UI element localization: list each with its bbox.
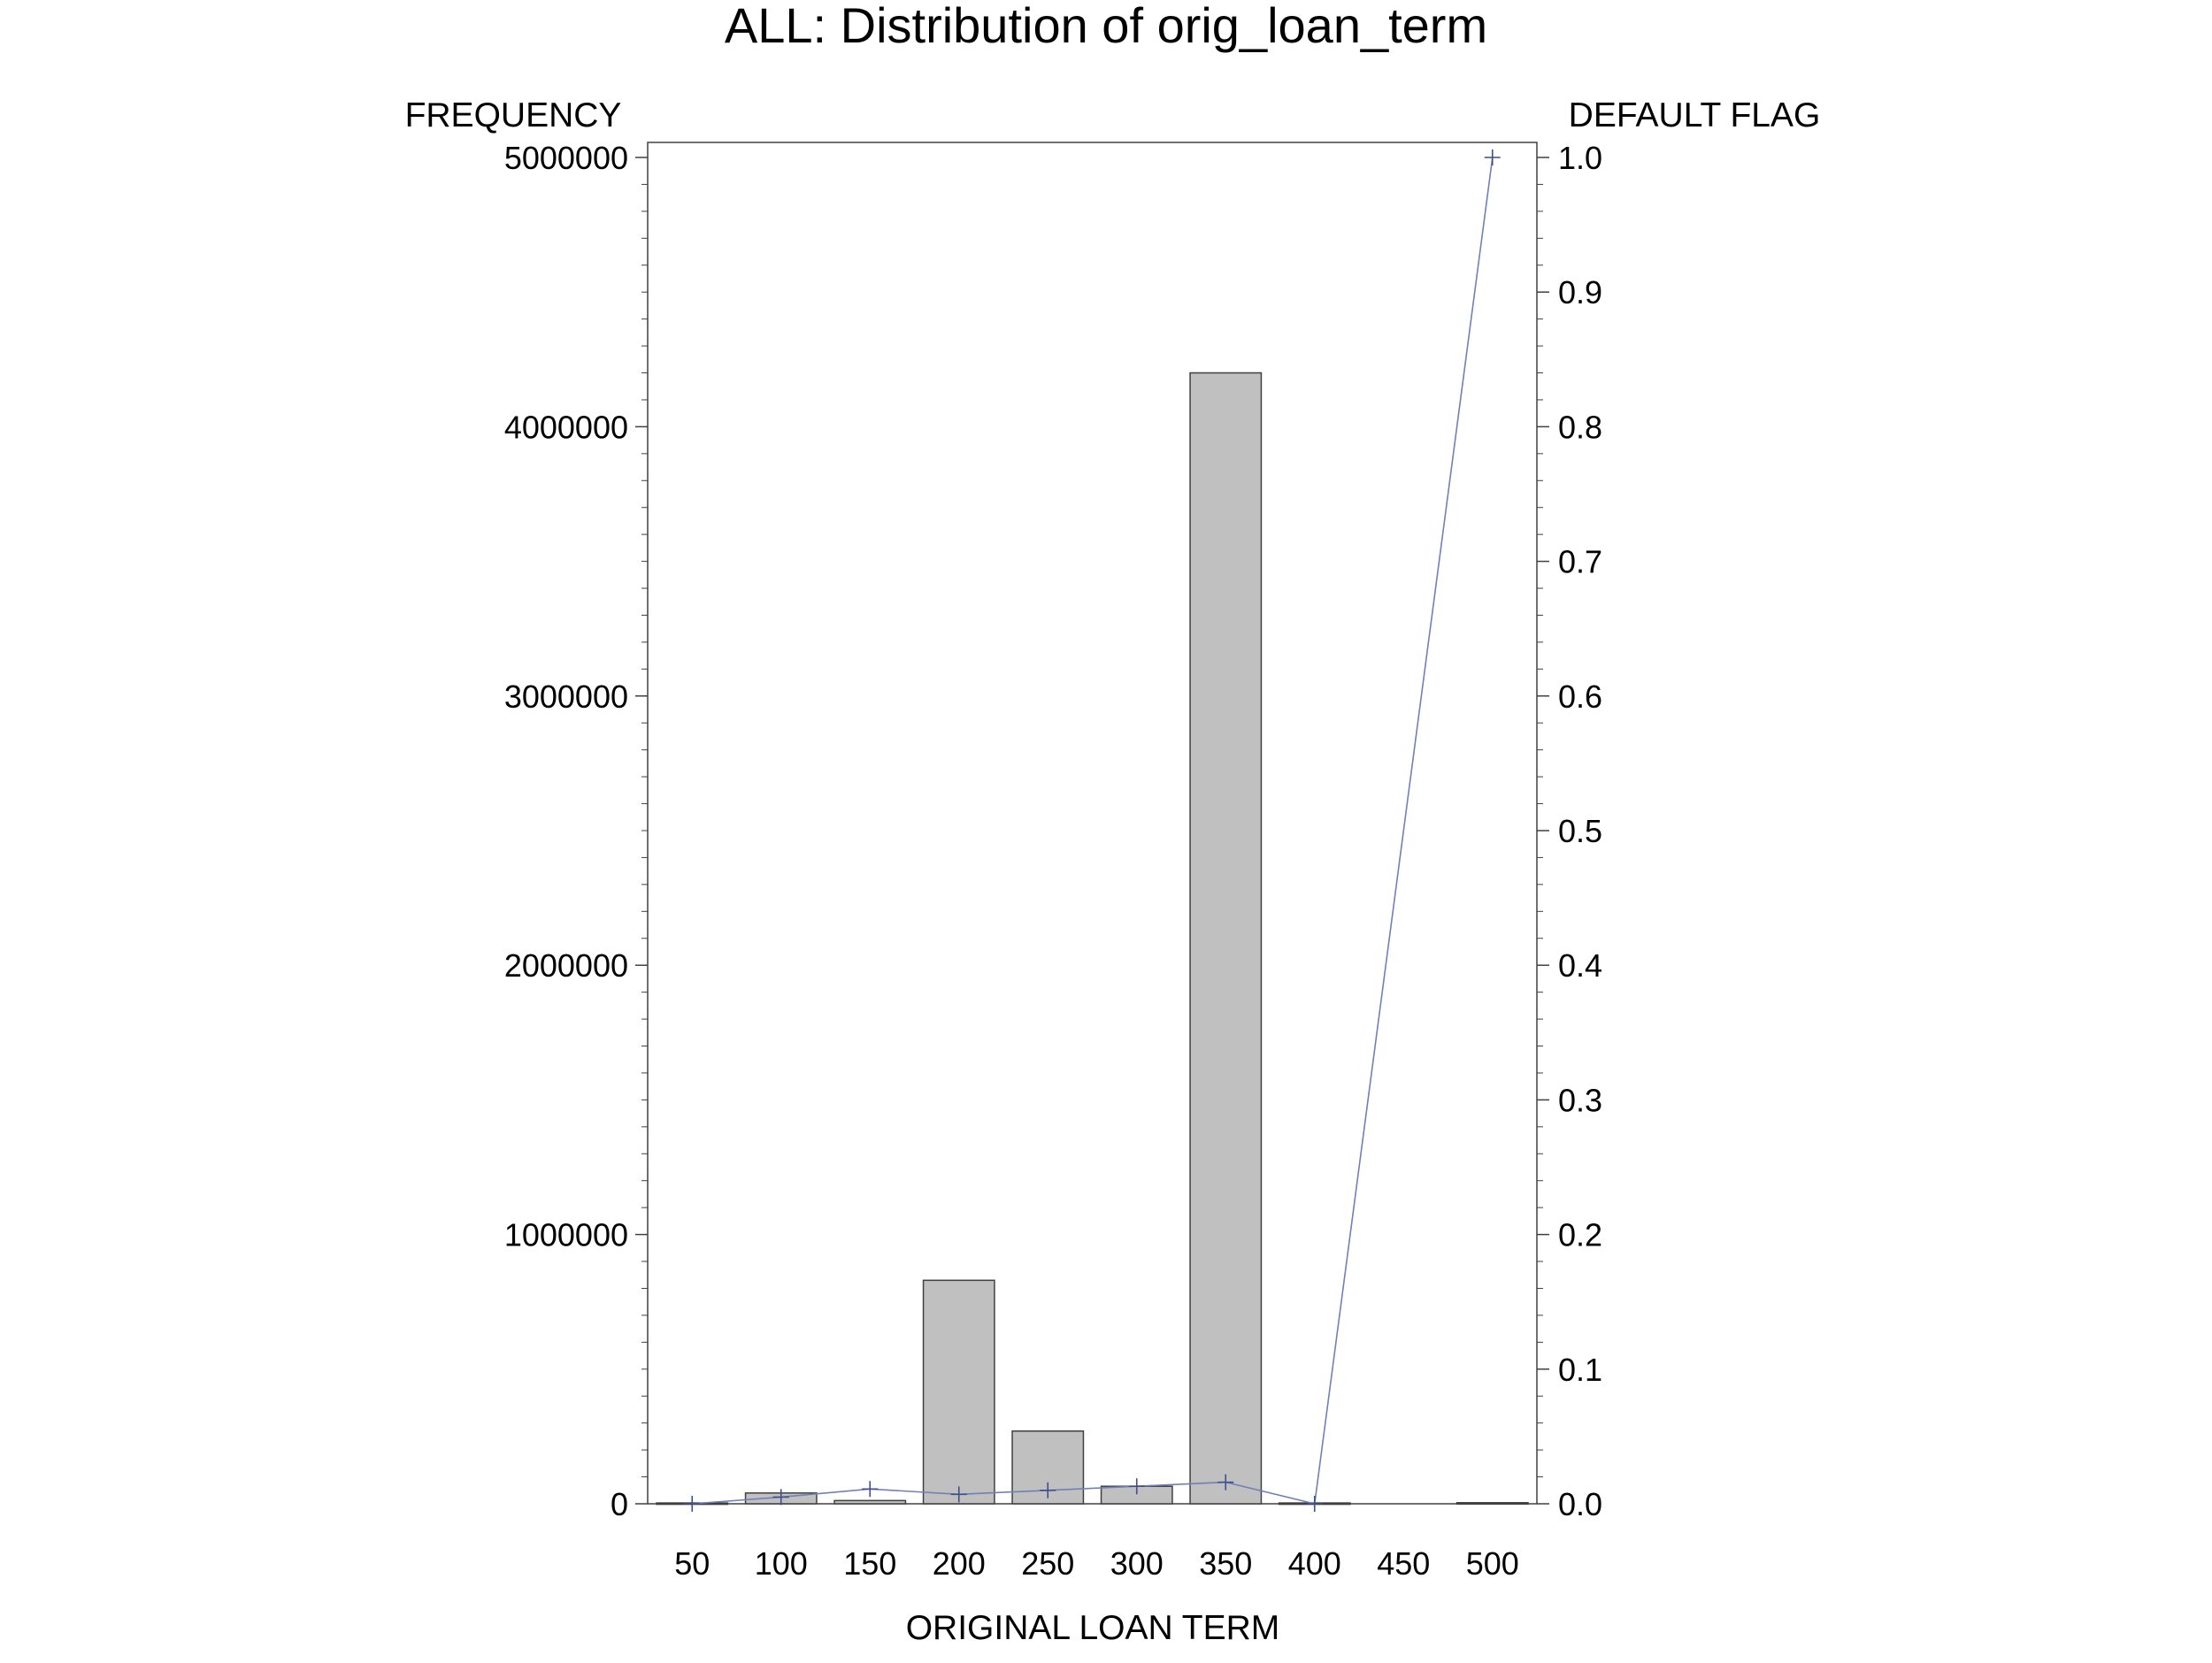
line-point-marker <box>684 1496 701 1512</box>
y-tick-label: 0 <box>611 1486 628 1522</box>
default-flag-line <box>692 157 1494 1505</box>
line-point-marker <box>772 1489 789 1506</box>
y-axis-label: FREQUENCY <box>405 96 622 134</box>
y2-tick-label: 0.7 <box>1558 544 1602 580</box>
x-tick-label: 300 <box>1110 1545 1164 1582</box>
line-point-marker <box>1217 1474 1234 1491</box>
y2-tick-label: 0.8 <box>1558 409 1602 445</box>
bar <box>1455 1502 1529 1506</box>
x-tick-label: 500 <box>1466 1545 1519 1582</box>
line-point-marker <box>862 1481 879 1498</box>
chart-title: ALL: Distribution of orig_loan_term <box>725 0 1487 53</box>
x-tick-label: 450 <box>1377 1545 1430 1582</box>
y-tick-label: 5000000 <box>504 140 628 176</box>
x-tick-label: 400 <box>1288 1545 1341 1582</box>
y2-tick-label: 0.0 <box>1558 1486 1602 1522</box>
y2-axis-label: DEFAULT FLAG <box>1569 96 1821 134</box>
x-axis-label: ORIGINAL LOAN TERM <box>906 1609 1280 1647</box>
x-tick-label: 100 <box>755 1545 808 1582</box>
plot-area: 0 1000000 2000000 3000000 4000000 5000000 0.0 0… <box>504 140 1602 1582</box>
bar <box>922 1279 995 1505</box>
y2-tick-label: 0.6 <box>1558 678 1602 715</box>
x-tick-label: 250 <box>1021 1545 1074 1582</box>
y2-tick-label: 1.0 <box>1558 140 1602 176</box>
x-tick-label: 200 <box>933 1545 986 1582</box>
y2-tick-label: 0.9 <box>1558 274 1602 310</box>
x-tick-label: 50 <box>674 1545 710 1582</box>
plot-frame <box>647 142 1538 1505</box>
y2-tick-label: 0.1 <box>1558 1352 1602 1388</box>
y-tick-label: 3000000 <box>504 678 628 715</box>
y2-tick-label: 0.3 <box>1558 1082 1602 1118</box>
y2-tick-label: 0.4 <box>1558 947 1602 984</box>
x-tick-label: 150 <box>843 1545 896 1582</box>
y-tick-label: 1000000 <box>504 1217 628 1253</box>
y-tick-label: 2000000 <box>504 947 628 984</box>
line-point-marker <box>1128 1478 1145 1495</box>
line-point-marker <box>1306 1496 1323 1512</box>
x-tick-label: 350 <box>1199 1545 1252 1582</box>
y2-tick-label: 0.5 <box>1558 813 1602 849</box>
line-point-marker <box>950 1486 967 1503</box>
y-tick-label: 4000000 <box>504 409 628 445</box>
line-point-marker <box>1040 1482 1056 1498</box>
bar <box>1189 372 1263 1505</box>
line-point-marker <box>1484 149 1501 165</box>
bar <box>833 1499 907 1505</box>
y2-tick-label: 0.2 <box>1558 1217 1602 1253</box>
